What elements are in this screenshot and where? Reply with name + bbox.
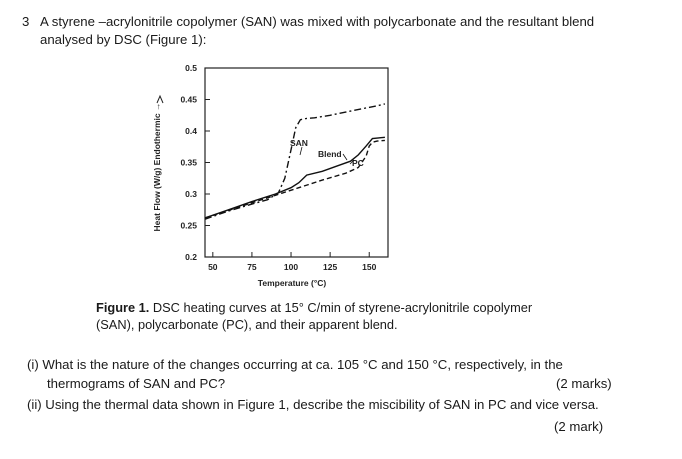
question-intro-line1: A styrene –acrylonitrile copolymer (SAN)… bbox=[40, 14, 595, 29]
question-intro-line2: analysed by DSC (Figure 1): bbox=[40, 32, 207, 47]
x-tick-label: 50 bbox=[208, 262, 218, 272]
x-tick-label: 75 bbox=[247, 262, 257, 272]
question-ii-line1: (ii) Using the thermal data shown in Fig… bbox=[27, 397, 599, 412]
question-i-line1: (i) What is the nature of the changes oc… bbox=[27, 357, 563, 372]
y-tick-label: 0.5 bbox=[185, 63, 197, 73]
x-axis-label: Temperature (°C) bbox=[258, 278, 327, 288]
x-tick-label: 100 bbox=[284, 262, 298, 272]
x-tick-label: 150 bbox=[362, 262, 376, 272]
annotation-leader-san bbox=[299, 146, 303, 156]
y-axis-label: Heat Flow (W/g) Endothermic → bbox=[152, 103, 162, 232]
figure-caption: Figure 1. DSC heating curves at 15° C/mi… bbox=[96, 299, 532, 333]
question-i-marks: (2 marks) bbox=[556, 376, 612, 391]
question-number: 3 bbox=[22, 14, 30, 29]
figure-caption-line1: DSC heating curves at 15° C/min of styre… bbox=[149, 300, 533, 315]
figure-caption-label: Figure 1. bbox=[96, 300, 150, 315]
series-line-pc bbox=[204, 139, 385, 219]
question-i-line2: thermograms of SAN and PC? bbox=[47, 376, 226, 391]
y-tick-label: 0.4 bbox=[185, 126, 197, 136]
y-tick-label: 0.25 bbox=[180, 221, 197, 231]
annotation-leader-blend bbox=[342, 153, 348, 161]
y-tick-label: 0.3 bbox=[185, 189, 197, 199]
series-line-san bbox=[204, 103, 386, 220]
series-line-blend bbox=[204, 136, 385, 219]
annotation-leader-pc bbox=[349, 159, 355, 165]
x-tick-label: 125 bbox=[323, 262, 337, 272]
annotation-blend: Blend bbox=[318, 149, 342, 159]
dsc-chart: 0.5 0.45 0.4 0.35 0.3 0.25 0.2 50 75 100 125 150 SAN… bbox=[152, 63, 389, 288]
plot-area: 0.5 0.45 0.4 0.35 0.3 0.25 0.2 50 75 100 125 150 SAN… bbox=[156, 63, 389, 272]
question-ii-marks: (2 mark) bbox=[554, 419, 604, 434]
endothermic-arrow-icon bbox=[156, 94, 164, 104]
y-tick-label: 0.2 bbox=[185, 252, 197, 262]
y-tick-label: 0.45 bbox=[180, 95, 197, 105]
y-tick-label: 0.35 bbox=[180, 158, 197, 168]
annotation-san: SAN bbox=[290, 138, 308, 148]
figure-caption-line2: (SAN), polycarbonate (PC), and their app… bbox=[96, 317, 398, 332]
annotation-pc: PC bbox=[352, 158, 364, 168]
